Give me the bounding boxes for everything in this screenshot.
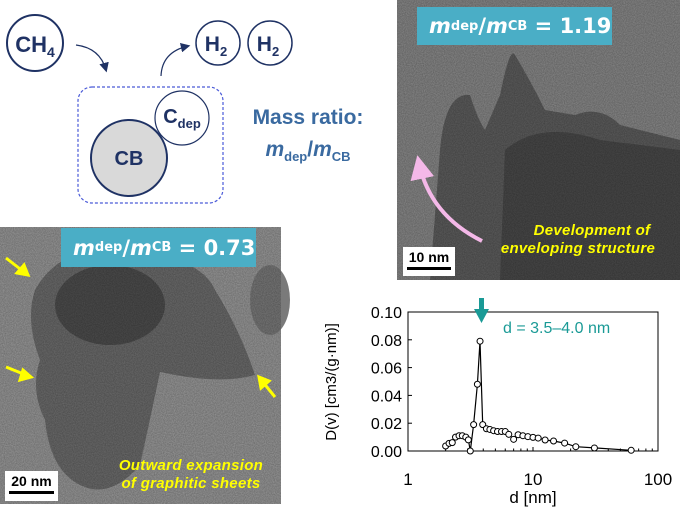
data-point [466, 447, 474, 455]
ratio-den: m [313, 138, 332, 161]
y-tick-label: 0.08 [371, 333, 402, 350]
svg-text:Cdep: Cdep [163, 106, 201, 131]
ratio-den-sub: CB [332, 149, 351, 164]
data-point [534, 434, 542, 442]
data-point [476, 337, 484, 345]
cdep-subscript: dep [178, 116, 201, 131]
pore-size-chart: 0.00 0.02 0.04 0.06 0.08 0.10 1 10 100 d = 3.5–4… [323, 298, 672, 507]
caption-line: enveloping structure [500, 240, 656, 257]
ratio-den: m [486, 14, 508, 38]
yellow-arrow-icons [5, 256, 277, 398]
h2-subscript: 2 [272, 44, 279, 59]
series-line [445, 341, 632, 452]
svg-text:H2: H2 [257, 33, 279, 59]
scale-bar-label: 10 nm [408, 249, 450, 265]
x-tick-label: 1 [403, 470, 412, 489]
deposited-carbon [154, 90, 210, 146]
ratio-badge-high: m dep / m CB = 1.19 [417, 7, 612, 45]
ch4-subscript: 4 [47, 44, 55, 60]
ratio-num-sub: dep [450, 18, 479, 34]
caption-line: of graphitic sheets [121, 475, 261, 492]
cdep-label: C [163, 106, 177, 128]
data-point [448, 439, 456, 447]
y-tick-label: 0.02 [371, 416, 402, 433]
ratio-num-sub: dep [284, 149, 307, 164]
ratio-num: m [429, 14, 451, 38]
caption-line: Development of [533, 222, 651, 239]
x-tick-label: 10 [524, 470, 543, 489]
mass-ratio-formula: mdep/mCB [265, 138, 350, 164]
data-point [473, 380, 481, 388]
data-point [561, 439, 569, 447]
tem-image-low-ratio [0, 227, 290, 504]
arrow-in-icon [75, 44, 109, 73]
scale-bar-line [407, 267, 451, 270]
data-point [627, 446, 635, 454]
ratio-den-sub: CB [151, 240, 172, 255]
ratio-num-sub: dep [94, 240, 123, 255]
y-tick-label: 0.04 [371, 388, 402, 405]
y-tick-label: 0.10 [371, 305, 402, 322]
caption-low: Outward expansion of graphitic sheets [102, 457, 280, 493]
h2-subscript: 2 [220, 44, 227, 59]
scale-bar-high: 10 nm [403, 247, 455, 276]
svg-text:CH4: CH4 [15, 32, 55, 60]
ratio-value: = 1.19 [534, 14, 612, 38]
caption-high: Development of enveloping structure [478, 222, 678, 258]
ratio-den-sub: CB [507, 18, 528, 34]
scale-bar-low: 20 nm [5, 471, 58, 501]
data-point [541, 436, 549, 444]
y-tick-label: 0.06 [371, 361, 402, 378]
reaction-schematic: CH4 H2 H2 Cdep CB Mass ratio: mdep/mCB [6, 14, 364, 204]
ratio-num: m [265, 138, 284, 161]
caption-line: Outward expansion [118, 457, 264, 474]
arrow-out-icon [160, 42, 191, 77]
h2-molecule [195, 20, 241, 66]
h2-label: H [205, 33, 220, 56]
mass-ratio-title: Mass ratio: [253, 106, 364, 129]
particle-boundary [77, 86, 224, 204]
svg-text:H2: H2 [205, 33, 227, 59]
ratio-value: = 0.73 [178, 235, 256, 260]
data-point [550, 437, 558, 445]
ratio-den: m [130, 235, 152, 260]
pink-arrow-icon [410, 155, 483, 243]
ratio-badge-low: m dep / m CB = 0.73 [61, 228, 256, 267]
scale-bar-label: 20 nm [11, 473, 52, 489]
cb-label: CB [115, 148, 144, 170]
data-point [505, 430, 513, 438]
peak-annotation: d = 3.5–4.0 nm [503, 320, 610, 337]
carbon-black-particle [90, 119, 168, 197]
x-axis-label: d [nm] [509, 488, 556, 507]
ratio-num: m [73, 235, 95, 260]
data-point [470, 421, 478, 429]
y-tick-label: 0.00 [371, 444, 402, 461]
y-axis-label: D(v) [cm3/(g·nm)] [323, 323, 340, 441]
h2-molecule [247, 20, 293, 66]
x-tick-label: 100 [644, 470, 672, 489]
ch4-molecule [6, 14, 64, 72]
data-point [464, 436, 472, 444]
data-point [572, 443, 580, 451]
scale-bar-line [9, 491, 54, 494]
ch4-label: CH [15, 32, 47, 57]
data-point [510, 435, 518, 443]
peak-arrow-icon [474, 298, 489, 323]
tem-image-high-ratio [397, 0, 680, 280]
data-point [590, 444, 598, 452]
h2-label: H [257, 33, 272, 56]
